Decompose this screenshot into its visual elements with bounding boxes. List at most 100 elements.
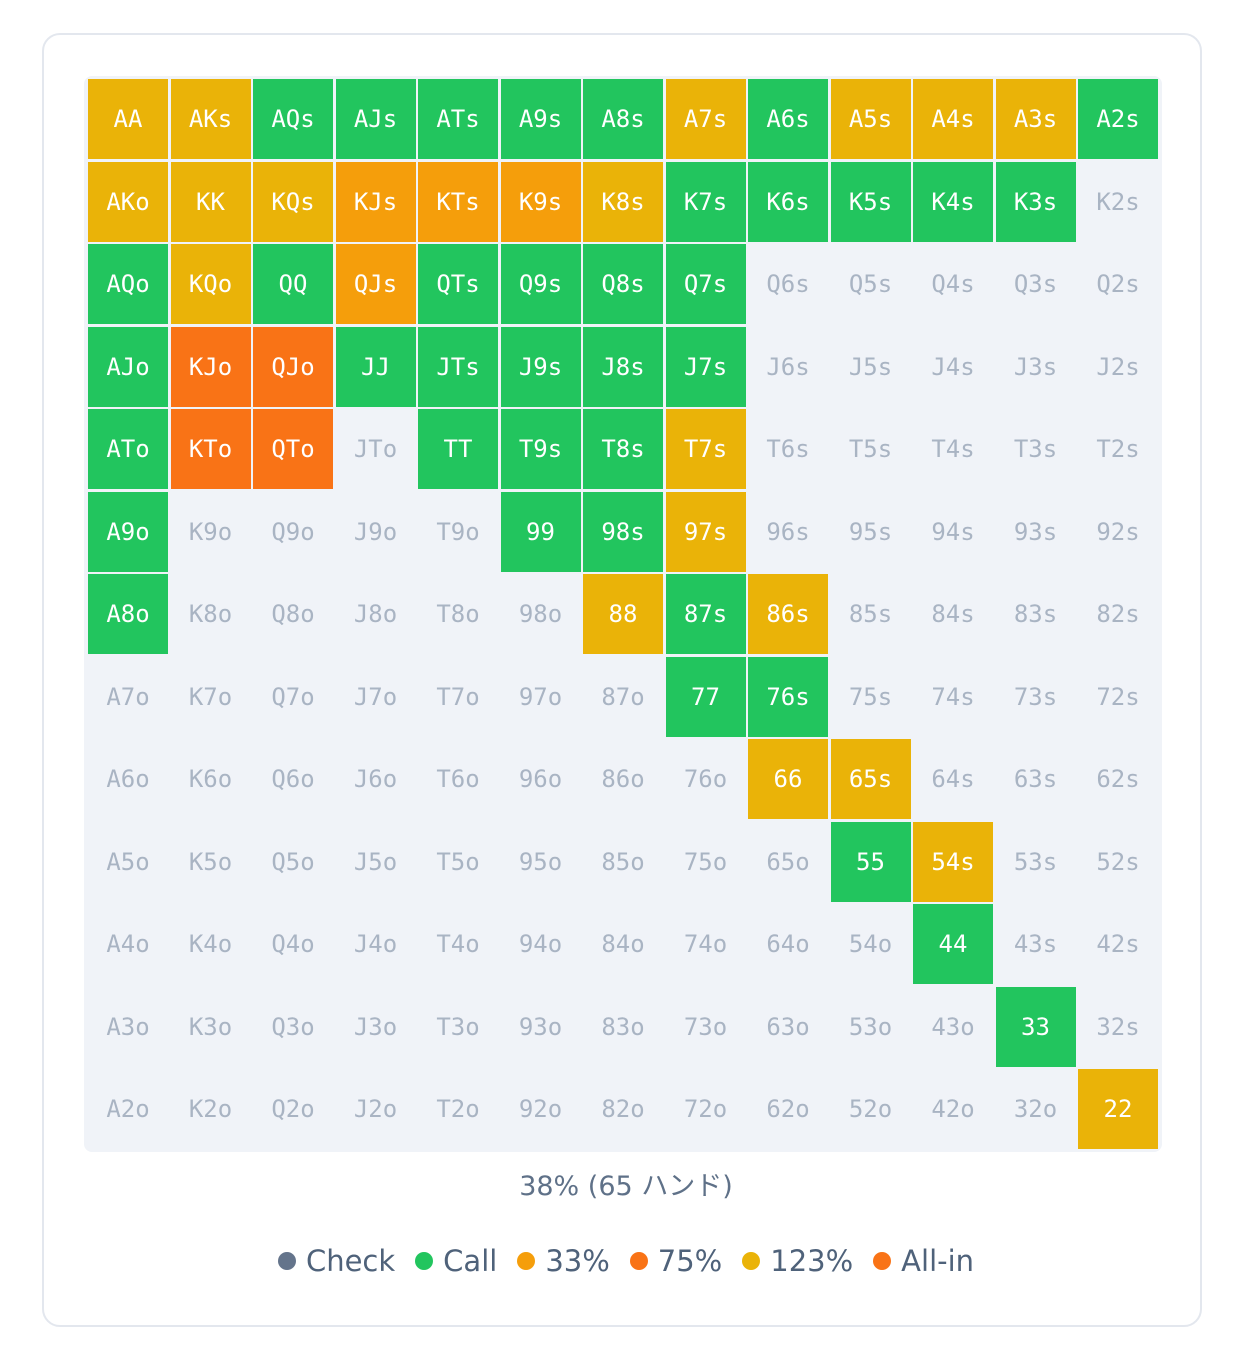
hand-cell: 43o bbox=[931, 1012, 975, 1041]
hand-cell: T9o bbox=[436, 517, 480, 546]
hand-cell: T4o bbox=[436, 930, 480, 958]
hand-cell: A4s bbox=[913, 79, 993, 159]
hand-cell: 72o bbox=[683, 1095, 728, 1123]
hand-cell: 84o bbox=[601, 930, 645, 958]
hand-cell: 54o bbox=[848, 930, 893, 958]
hand-cell: 82o bbox=[601, 1095, 645, 1123]
legend-dot-icon bbox=[873, 1252, 892, 1270]
hand-cell: K2o bbox=[188, 1095, 233, 1123]
hand-cell: 53o bbox=[848, 1012, 893, 1041]
hand-cell: 93s bbox=[1013, 517, 1058, 546]
hand-cell: Q5s bbox=[848, 270, 893, 298]
legend: Check Call 33% 75% 123% All-in bbox=[0, 1244, 1252, 1278]
hand-cell: 42o bbox=[931, 1095, 975, 1123]
hand-cell: J8o bbox=[353, 600, 398, 628]
hand-cell: 96s bbox=[766, 517, 810, 546]
hand-cell: 87o bbox=[601, 682, 645, 711]
hand-cell: 92s bbox=[1096, 517, 1140, 546]
hand-cell: 76o bbox=[683, 765, 728, 793]
hand-cell: T2o bbox=[436, 1095, 480, 1123]
hand-cell: T6s bbox=[766, 435, 810, 463]
hand-cell: QJs bbox=[335, 244, 416, 324]
hand-cell: 97o bbox=[518, 682, 563, 711]
hand-cell: 84s bbox=[931, 600, 975, 628]
hand-cell: J6o bbox=[353, 765, 398, 793]
hand-cell: KQs bbox=[253, 161, 333, 242]
hand-cell: 63s bbox=[1013, 765, 1058, 793]
hand-cell: 52s bbox=[1096, 847, 1140, 876]
hand-cell: A2o bbox=[106, 1095, 150, 1123]
hand-cell: JJ bbox=[335, 326, 416, 407]
hand-cell: 85o bbox=[601, 847, 645, 876]
hand-cell: Q5o bbox=[271, 847, 315, 876]
hand-cell: K5o bbox=[188, 847, 233, 876]
hand-cell: K7s bbox=[665, 161, 746, 242]
legend-item: 33% bbox=[517, 1244, 610, 1278]
hand-cell: 73o bbox=[683, 1012, 728, 1041]
legend-dot-icon bbox=[415, 1252, 434, 1270]
hand-cell: A5s bbox=[830, 79, 911, 159]
hand-cell: J4s bbox=[931, 352, 975, 381]
hand-cell: 87s bbox=[665, 574, 746, 654]
hand-cell: K3o bbox=[188, 1012, 233, 1041]
hand-cell: J5o bbox=[353, 847, 398, 876]
hand-cell: 65o bbox=[766, 847, 810, 876]
hand-cell: Q7s bbox=[665, 244, 746, 324]
hand-cell: T7s bbox=[665, 409, 746, 489]
hand-cell: KTo bbox=[170, 409, 251, 489]
hand-cell: J3s bbox=[1013, 352, 1058, 381]
hand-cell: K3s bbox=[995, 161, 1076, 242]
hand-cell: J7s bbox=[665, 326, 746, 407]
hand-cell: 64o bbox=[766, 930, 810, 958]
hand-cell: Q2o bbox=[271, 1095, 315, 1123]
hand-cell: T6o bbox=[436, 765, 480, 793]
hand-cell: J9o bbox=[353, 517, 398, 546]
hand-cell: JTs bbox=[418, 326, 498, 407]
hand-cell: AQo bbox=[88, 244, 168, 324]
hand-cell: 97s bbox=[665, 491, 746, 572]
hand-cell: 54s bbox=[913, 821, 993, 902]
hand-cell: 77 bbox=[665, 656, 746, 737]
hand-cell: 98o bbox=[518, 600, 563, 628]
hand-cell: K2s bbox=[1096, 187, 1140, 216]
hand-cell: 72s bbox=[1096, 682, 1140, 711]
hand-cell: KQo bbox=[170, 244, 251, 324]
hand-cell: KTs bbox=[418, 161, 498, 242]
hand-cell: K5s bbox=[830, 161, 911, 242]
hand-cell: AKs bbox=[170, 79, 251, 159]
hand-cell: A8o bbox=[88, 574, 168, 654]
legend-dot-icon bbox=[629, 1252, 648, 1270]
hand-cell: 75o bbox=[683, 847, 728, 876]
hand-cell: 98s bbox=[583, 491, 663, 572]
hand-cell: 65s bbox=[830, 739, 911, 819]
legend-label: 123% bbox=[770, 1244, 854, 1278]
hand-cell: 83s bbox=[1013, 600, 1058, 628]
hand-cell: QTo bbox=[253, 409, 333, 489]
hand-cell: 96o bbox=[518, 765, 563, 793]
hand-cell: T3o bbox=[436, 1012, 480, 1041]
hand-cell: T9s bbox=[500, 409, 581, 489]
hand-cell: Q6s bbox=[766, 270, 810, 298]
hand-cell: Q2s bbox=[1096, 270, 1140, 298]
hand-cell: Q6o bbox=[271, 765, 315, 793]
hand-cell: T4s bbox=[931, 435, 975, 463]
hand-cell: K6s bbox=[748, 161, 828, 242]
hand-cell: 43s bbox=[1013, 930, 1058, 958]
hand-cell: 66 bbox=[748, 739, 828, 819]
hand-cell: KJo bbox=[170, 326, 251, 407]
hand-cell: T3s bbox=[1013, 435, 1058, 463]
hand-cell: TT bbox=[418, 409, 498, 489]
hand-cell: A5o bbox=[106, 847, 150, 876]
hand-cell: 74s bbox=[931, 682, 975, 711]
hand-cell: 93o bbox=[518, 1012, 563, 1041]
range-summary: 38% (65 ハンド) bbox=[519, 1171, 733, 1202]
legend-item: Check bbox=[277, 1244, 395, 1278]
hand-cell: QQ bbox=[253, 244, 333, 324]
hand-cell: 62o bbox=[766, 1095, 810, 1123]
hand-cell: K8o bbox=[188, 600, 233, 628]
hand-cell: Q7o bbox=[271, 682, 315, 711]
hand-cell: 86o bbox=[601, 765, 645, 793]
hand-cell: 76s bbox=[748, 656, 828, 737]
hand-cell: K4s bbox=[913, 161, 993, 242]
hand-cell: Q4s bbox=[931, 270, 975, 298]
